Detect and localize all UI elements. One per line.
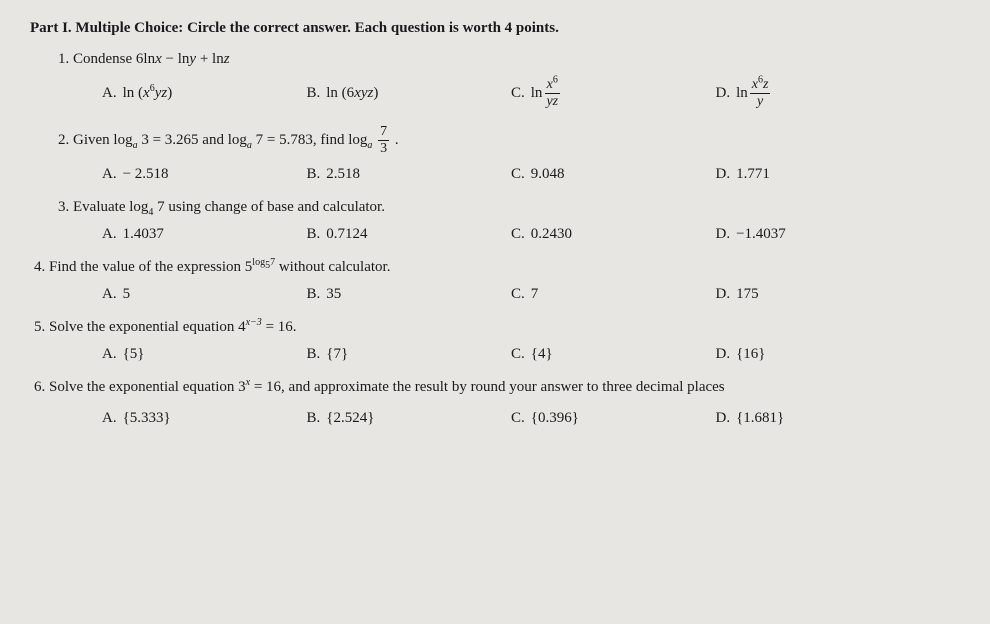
part-rest: Circle the correct answer. Each question… (187, 20, 559, 36)
q2-choice-b[interactable]: B. 2.518 (307, 166, 512, 183)
q2-choice-c[interactable]: C. 9.048 (511, 166, 716, 183)
q3-choice-a[interactable]: A. 1.4037 (102, 226, 307, 243)
q1-choice-d[interactable]: D. lnx6zy (716, 78, 921, 109)
q5-stem: 5. Solve the exponential equation 4x−3 =… (34, 319, 960, 336)
q1-choices: A. ln (x6yz) B. ln (6xyz) C. lnx6yz D. l… (102, 78, 920, 109)
q4-stem: 4. Find the value of the expression 5log… (34, 259, 960, 276)
q5-choice-d[interactable]: D. {16} (716, 346, 921, 363)
q4-choice-c[interactable]: C. 7 (511, 286, 716, 303)
q1d-text: lnx6zy (736, 78, 772, 109)
q3-num: 3. (58, 199, 69, 215)
q2-choice-d[interactable]: D. 1.771 (716, 166, 921, 183)
label-a: A. (102, 85, 117, 102)
q5-choice-a[interactable]: A. {5} (102, 346, 307, 363)
q3-choice-d[interactable]: D. −1.4037 (716, 226, 921, 243)
q2-choices: A. − 2.518 B. 2.518 C. 9.048 D. 1.771 (102, 166, 920, 183)
part-main: Multiple Choice: (75, 20, 187, 36)
q1-choice-c[interactable]: C. lnx6yz (511, 78, 716, 109)
q3-choices: A. 1.4037 B. 0.7124 C. 0.2430 D. −1.4037 (102, 226, 920, 243)
q6-choices: A. {5.333} B. {2.524} C. {0.396} D. {1.6… (102, 410, 920, 427)
part-prefix: Part I. (30, 20, 75, 36)
q1-t3: + ln (196, 51, 224, 67)
q2-num: 2. (58, 132, 69, 148)
label-d: D. (716, 85, 731, 102)
q5-choices: A. {5} B. {7} C. {4} D. {16} (102, 346, 920, 363)
label-c: C. (511, 85, 525, 102)
q2-t1: Given log (73, 132, 133, 148)
q1-choice-a[interactable]: A. ln (x6yz) (102, 85, 307, 102)
q6-stem: 6. Solve the exponential equation 3x = 1… (34, 379, 960, 396)
label-b: B. (307, 85, 321, 102)
q4-choices: A. 5 B. 35 C. 7 D. 175 (102, 286, 920, 303)
q6-choice-c[interactable]: C. {0.396} (511, 410, 716, 427)
part-title: Part I. Multiple Choice: Circle the corr… (30, 20, 960, 37)
q4-choice-a[interactable]: A. 5 (102, 286, 307, 303)
q1-stem: 1. Condense 6lnx − lny + lnz (58, 51, 960, 68)
q1-z: z (224, 51, 230, 67)
q5-choice-c[interactable]: C. {4} (511, 346, 716, 363)
q4-sup: log57 (252, 257, 275, 268)
q6-choice-a[interactable]: A. {5.333} (102, 410, 307, 427)
q2-choice-a[interactable]: A. − 2.518 (102, 166, 307, 183)
q5-num: 5. (34, 319, 45, 335)
q6-choice-b[interactable]: B. {2.524} (307, 410, 512, 427)
q3-stem: 3. Evaluate log4 7 using change of base … (58, 199, 960, 216)
q3-choice-c[interactable]: C. 0.2430 (511, 226, 716, 243)
q5-choice-b[interactable]: B. {7} (307, 346, 512, 363)
q4-choice-b[interactable]: B. 35 (307, 286, 512, 303)
q1-x: x (155, 51, 162, 67)
q4-num: 4. (34, 259, 45, 275)
q6-num: 6. (34, 379, 45, 395)
q1b-text: ln (6xyz) (326, 85, 378, 102)
q3-choice-b[interactable]: B. 0.7124 (307, 226, 512, 243)
q1-t1: Condense 6ln (73, 51, 155, 67)
q1-num: 1. (58, 51, 69, 67)
q4-choice-d[interactable]: D. 175 (716, 286, 921, 303)
q1-t2: − ln (162, 51, 190, 67)
q1c-text: lnx6yz (531, 78, 562, 109)
q1a-text: ln (x6yz) (123, 85, 173, 102)
q6-choice-d[interactable]: D. {1.681} (716, 410, 921, 427)
q1-choice-b[interactable]: B. ln (6xyz) (307, 85, 512, 102)
q2-stem: 2. Given loga 3 = 3.265 and loga 7 = 5.7… (58, 125, 960, 156)
